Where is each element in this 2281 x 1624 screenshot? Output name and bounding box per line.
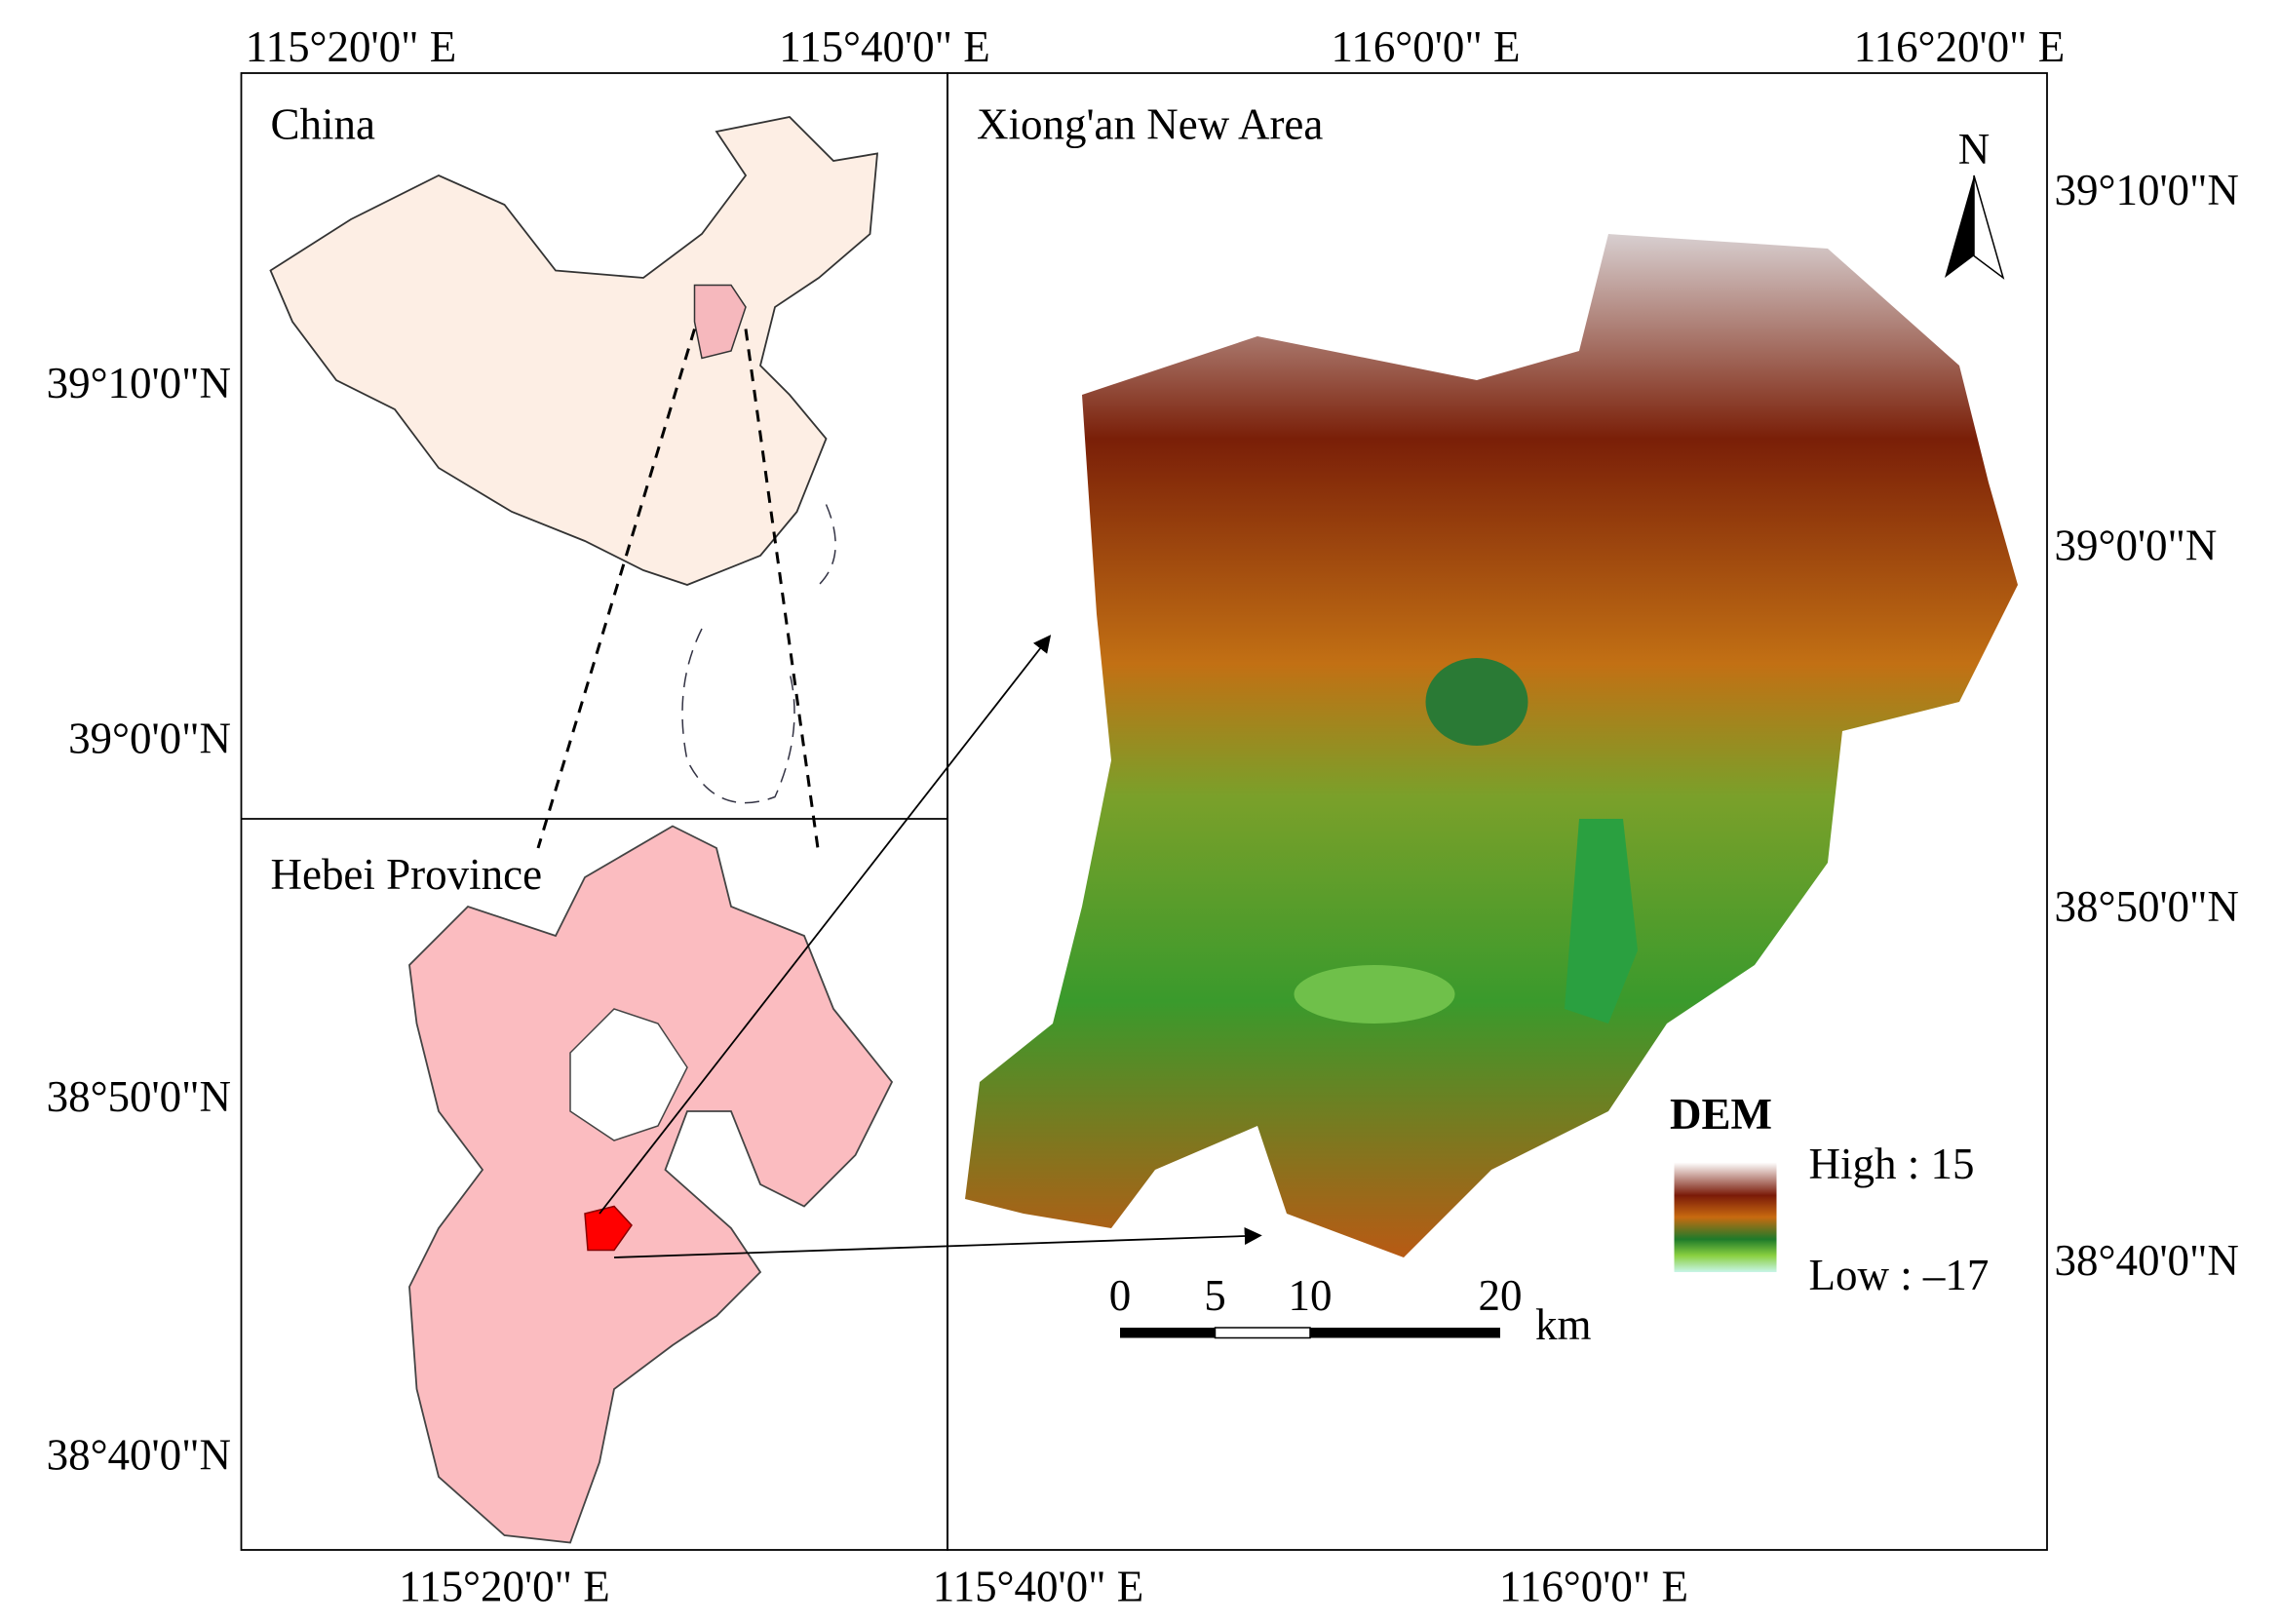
panel-title: Xiong'an New Area xyxy=(977,99,1323,148)
xiongan-dem xyxy=(965,233,2018,1257)
longitude-label: 116°0'0" E xyxy=(1332,22,1521,71)
panel-title: China xyxy=(271,99,375,148)
latitude-label: 38°40'0"N xyxy=(2054,1236,2238,1285)
legend-gradient xyxy=(1674,1162,1777,1272)
longitude-label: 115°20'0" E xyxy=(246,22,456,71)
scale-bar xyxy=(1309,1327,1500,1338)
longitude-label: 115°40'0" E xyxy=(933,1562,1143,1610)
latitude-label: 38°50'0"N xyxy=(2054,882,2238,931)
scale-bar xyxy=(1120,1327,1216,1338)
legend-label: Low : –17 xyxy=(1808,1251,1989,1299)
lake xyxy=(1425,657,1528,746)
arrow xyxy=(613,1227,1262,1258)
lake xyxy=(1294,964,1455,1024)
scale-unit: km xyxy=(1535,1300,1591,1349)
zoom-line xyxy=(744,329,821,856)
latitude-label: 38°50'0"N xyxy=(47,1072,231,1121)
zoom-line xyxy=(536,329,696,849)
north-arrow xyxy=(1944,174,1974,278)
latitude-label: 39°0'0"N xyxy=(2054,521,2217,569)
beijing-tianjin-hole xyxy=(569,1008,688,1141)
scale-tick: 10 xyxy=(1289,1271,1333,1320)
latitude-label: 39°10'0"N xyxy=(2054,166,2238,214)
china-map xyxy=(269,116,879,586)
latitude-label: 39°0'0"N xyxy=(68,714,231,762)
legend-label: High : 15 xyxy=(1808,1140,1974,1188)
longitude-label: 116°20'0" E xyxy=(1854,22,2065,71)
hebei-map xyxy=(408,825,894,1544)
longitude-label: 116°0'0" E xyxy=(1499,1562,1688,1610)
legend-title: DEM xyxy=(1670,1090,1772,1139)
china-sea-boundary xyxy=(681,504,836,804)
scale-tick: 0 xyxy=(1109,1271,1132,1320)
longitude-label: 115°40'0" E xyxy=(779,22,989,71)
scale-tick: 5 xyxy=(1204,1271,1226,1320)
scale-bar xyxy=(1214,1327,1311,1339)
right-frame xyxy=(947,72,2048,1551)
panel-title: Hebei Province xyxy=(271,850,543,899)
lake xyxy=(1564,818,1638,1024)
latitude-label: 38°40'0"N xyxy=(47,1430,231,1479)
north-label: N xyxy=(1958,125,1991,174)
arrow xyxy=(599,635,1052,1215)
north-arrow xyxy=(1973,174,2005,280)
china-hebei-highlight xyxy=(693,284,747,360)
longitude-label: 115°20'0" E xyxy=(399,1562,609,1610)
latitude-label: 39°10'0"N xyxy=(47,359,231,407)
xiongan-location xyxy=(584,1205,633,1252)
scale-tick: 20 xyxy=(1479,1271,1523,1320)
